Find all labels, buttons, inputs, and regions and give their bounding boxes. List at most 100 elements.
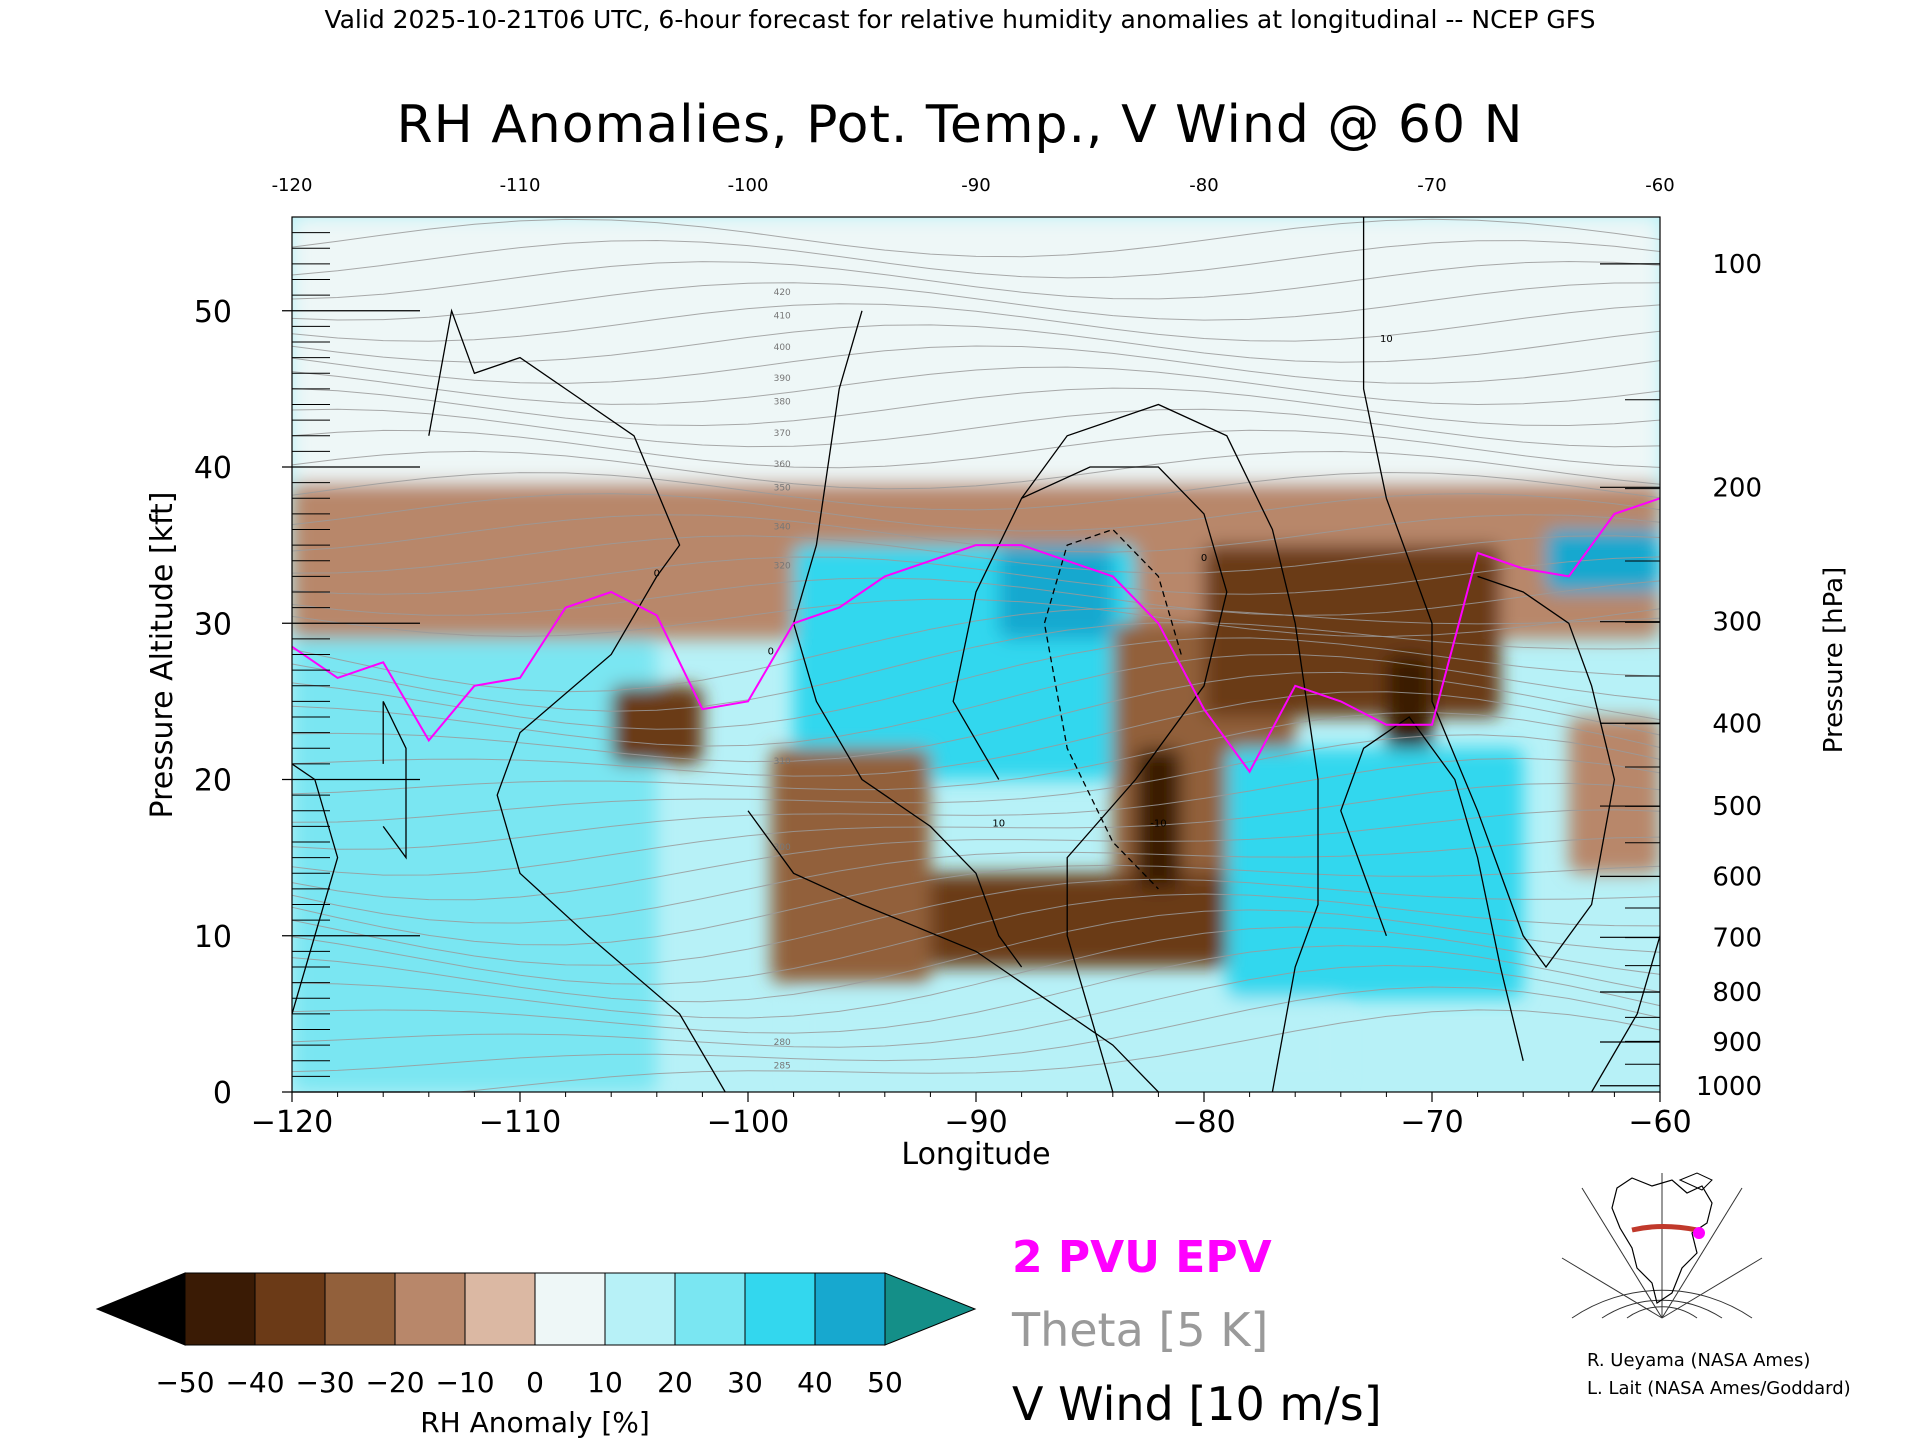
rh-region-13 (1546, 529, 1660, 592)
chart-title: RH Anomalies, Pot. Temp., V Wind @ 60 N (396, 95, 1523, 155)
x-top-tick-label-0: -120 (272, 175, 313, 196)
header-text: Valid 2025-10-21T06 UTC, 6-hour forecast… (324, 5, 1595, 34)
x-axis-label: Longitude (901, 1137, 1050, 1172)
colorbar-min-arrow (95, 1272, 186, 1346)
y-tick-label-0: 0 (213, 1076, 232, 1111)
theta-contour-39 (292, 218, 1660, 258)
x-tick-label-1: −110 (479, 1105, 561, 1140)
vwind-label-4: 10 (1380, 334, 1393, 345)
x-top-tick-label-6: -60 (1645, 175, 1674, 196)
theta-contour-29 (292, 429, 1660, 469)
vwind-label-3: 10 (992, 818, 1005, 829)
y-tick-label-3: 30 (194, 607, 232, 642)
colorbar-swatch-5 (534, 1272, 606, 1346)
colorbar-tick-label-10: 50 (867, 1366, 903, 1399)
rh-region-15 (793, 998, 1341, 1092)
colorbar-tick-label-5: 0 (526, 1366, 544, 1399)
rh-region-10 (1386, 654, 1432, 764)
theta-contour-28 (292, 450, 1660, 490)
theta-contour-31 (292, 387, 1660, 427)
theta-contour-9 (292, 836, 1660, 924)
colorbar-swatch-4 (464, 1272, 536, 1346)
theta-contour-33 (292, 345, 1660, 384)
theta-contour-22 (292, 577, 1660, 616)
theta-contour-37 (292, 260, 1660, 300)
credit-line-1: R. Ueyama (NASA Ames) (1587, 1350, 1810, 1371)
theta-contour-35 (292, 303, 1660, 342)
pressure-tick-label-3: 400 (1712, 709, 1762, 739)
vwind-label-1: 0 (768, 647, 774, 658)
plot-area: 280 285 300 310 320 340 350 360 370 380 390 400 410 4… (292, 217, 1660, 1092)
rh-region-2 (292, 638, 657, 1092)
theta-contour-1 (292, 986, 1660, 1073)
pv2-tropopause-line (292, 497, 1660, 774)
colorbar-swatch-7 (674, 1272, 746, 1346)
x-top-tick-label-3: -90 (961, 175, 990, 196)
vwind-contour-5 (1362, 217, 1616, 969)
x-tick-label-0: −120 (251, 1105, 333, 1140)
theta-contour-3 (292, 945, 1660, 1034)
colorbar-tick-label-2: −30 (295, 1366, 354, 1399)
pressure-tick-label-8: 900 (1712, 1028, 1762, 1058)
x-tick-label-3: −90 (944, 1105, 1007, 1140)
colorbar-tick-label-6: 10 (587, 1366, 623, 1399)
theta-contour-27 (292, 471, 1660, 511)
colorbar-tick-label-0: −50 (155, 1366, 214, 1399)
legend-pv: 2 PVU EPV (1012, 1232, 1272, 1283)
theta-label-3: 310 (774, 757, 791, 767)
vwind-contour-9 (292, 763, 339, 1015)
colorbar-swatch-2 (324, 1272, 396, 1346)
pressure-tick-label-9: 1000 (1696, 1072, 1762, 1102)
vwind-contour-4 (1021, 403, 1319, 1092)
colorbar-swatch-6 (604, 1272, 676, 1346)
theta-label-9: 380 (774, 398, 791, 408)
y2-axis-label: Pressure [hPa] (1819, 567, 1849, 754)
colorbar-tick-label-7: 20 (657, 1366, 693, 1399)
theta-contour-34 (292, 324, 1660, 363)
theta-contour-38 (292, 239, 1660, 279)
vwind-label-5: -10 (1150, 818, 1166, 829)
theta-contour-0 (453, 1009, 1660, 1092)
vwind-contour-8 (1591, 935, 1660, 1092)
theta-contour-4 (292, 926, 1660, 1019)
rh-region-6 (770, 748, 931, 983)
colorbar-swatch-1 (254, 1272, 326, 1346)
x-tick-label-5: −70 (1400, 1105, 1463, 1140)
x-tick-label-2: −100 (707, 1105, 789, 1140)
colorbar-swatch-3 (394, 1272, 466, 1346)
theta-contour-24 (292, 535, 1660, 574)
colorbar-max-arrow (884, 1272, 977, 1346)
x-top-tick-label-5: -70 (1417, 175, 1446, 196)
theta-contour-5 (292, 909, 1660, 1003)
pressure-tick-label-6: 700 (1712, 923, 1762, 953)
colorbar-tick-label-3: −20 (365, 1366, 424, 1399)
rh-region-0 (292, 217, 1660, 483)
theta-contour-6 (292, 893, 1660, 985)
colorbar-swatch-0 (184, 1272, 256, 1346)
theta-contour-30 (292, 408, 1660, 448)
theta-label-11: 400 (774, 343, 791, 353)
theta-contour-12 (292, 757, 1660, 850)
colorbar-swatch-9 (814, 1272, 886, 1346)
colorbar-swatch-8 (744, 1272, 816, 1346)
pressure-tick-label-0: 100 (1712, 250, 1762, 280)
vwind-contour-1 (747, 810, 1159, 1092)
x-top-tick-label-2: -100 (728, 175, 769, 196)
north-america-polar-map-icon (1561, 1168, 1763, 1319)
y-tick-label-4: 40 (194, 451, 232, 486)
theta-label-13: 420 (774, 288, 791, 298)
theta-contour-2 (292, 964, 1660, 1048)
axes: −120 −110 −100 −90 −80 −70 −60-120 -110 -100 -90-… (194, 175, 1762, 1140)
vwind-contour-0 (428, 308, 726, 1092)
rh-region-12 (1226, 748, 1524, 999)
y-tick-label-5: 50 (194, 295, 232, 330)
theta-label-7: 360 (774, 460, 791, 470)
vwind-contour-7 (1043, 528, 1182, 890)
x-tick-label-6: −60 (1628, 1105, 1691, 1140)
theta-contour-7 (292, 878, 1660, 966)
vwind-label-0: 0 (654, 568, 660, 579)
pressure-tick-label-1: 200 (1712, 473, 1762, 503)
theta-label-2: 300 (774, 843, 791, 853)
theta-contour-10 (292, 809, 1660, 901)
